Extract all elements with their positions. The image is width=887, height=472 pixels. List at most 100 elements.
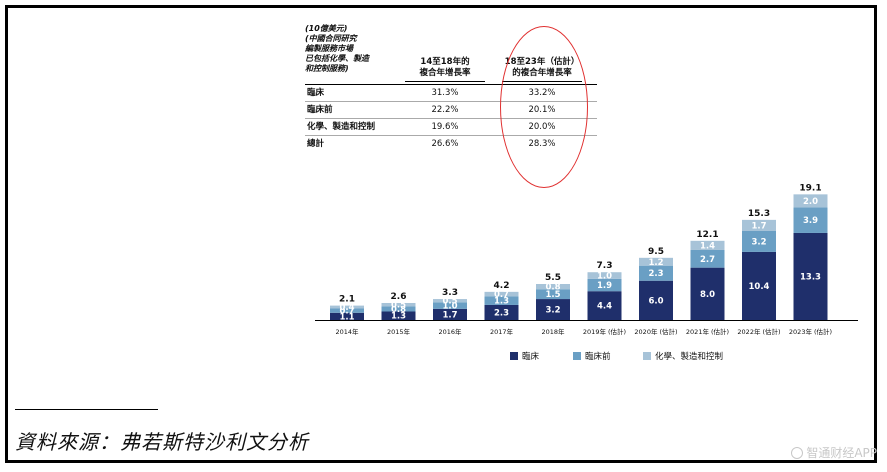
segment-label: 1.4 xyxy=(700,241,715,251)
segment-label: 1.0 xyxy=(442,302,457,312)
bar-segment xyxy=(587,291,622,320)
watermark-text: 智通财经APP xyxy=(806,446,877,460)
bar-segment xyxy=(639,265,673,281)
segment-label: 1.0 xyxy=(597,271,612,281)
bar-segment xyxy=(381,306,416,312)
total-label: 15.3 xyxy=(748,209,770,219)
segment-label: 3.9 xyxy=(803,216,818,226)
bar-segment xyxy=(433,302,467,309)
stacked-bar-chart: 1.10.70.42.12014年1.30.80.52.62015年1.71.0… xyxy=(315,183,858,336)
row-label: 臨床 xyxy=(307,88,325,98)
bar-segment xyxy=(484,291,519,297)
bar-segment xyxy=(793,207,828,233)
total-label: 19.1 xyxy=(799,183,821,193)
total-label: 4.2 xyxy=(494,281,510,291)
legend-label: 化學、製造和控制 xyxy=(655,352,724,362)
bar-segment xyxy=(330,312,364,320)
x-tick-label: 2019年 (估計) xyxy=(583,327,626,336)
bar-segment xyxy=(587,278,622,292)
bar-segment xyxy=(742,219,776,231)
bar-segment xyxy=(793,232,828,320)
segment-label: 1.2 xyxy=(648,258,663,268)
legend-swatch xyxy=(573,352,581,360)
bar-segment xyxy=(536,289,570,300)
total-label: 7.3 xyxy=(597,261,613,271)
segment-label: 3.2 xyxy=(545,306,560,316)
segment-label: 1.1 xyxy=(339,312,354,322)
legend-label: 臨床前 xyxy=(585,352,611,362)
bar-segment xyxy=(690,249,725,268)
total-label: 12.1 xyxy=(696,230,718,240)
segment-label: 6.0 xyxy=(648,296,663,306)
total-label: 3.3 xyxy=(442,288,458,298)
row-cagr-1: 19.6% xyxy=(431,122,459,132)
x-tick-label: 2023年 (估計) xyxy=(789,327,832,336)
total-label: 9.5 xyxy=(648,247,664,257)
bar-segment xyxy=(690,240,725,250)
segment-label: 0.4 xyxy=(339,303,354,313)
segment-label: 2.0 xyxy=(803,197,818,207)
legend-item-preclinical: 臨床前 xyxy=(573,350,611,362)
total-label: 5.5 xyxy=(545,273,561,283)
segment-label: 2.3 xyxy=(494,308,509,318)
total-label: 2.6 xyxy=(391,292,407,302)
bar-segment xyxy=(330,308,364,313)
segment-label: 8.0 xyxy=(700,290,715,300)
x-tick-label: 2021年 (估計) xyxy=(686,327,729,336)
row-label: 臨床前 xyxy=(307,105,333,115)
source-rule xyxy=(15,409,158,410)
row-cagr-1: 22.2% xyxy=(431,105,459,115)
segment-label: 2.7 xyxy=(700,255,715,265)
x-tick-label: 2017年 xyxy=(490,327,514,336)
segment-label: 0.5 xyxy=(442,297,457,307)
highlight-circle xyxy=(500,26,588,188)
segment-label: 1.5 xyxy=(545,290,560,300)
segment-label: 1.9 xyxy=(597,281,612,291)
bar-segment xyxy=(381,302,416,307)
x-tick-label: 2020年 (估計) xyxy=(634,327,677,336)
bar-segment xyxy=(433,308,467,320)
legend-swatch xyxy=(510,352,518,360)
table-top-rule xyxy=(305,84,597,85)
bar-segment xyxy=(484,304,519,320)
bar-segment xyxy=(484,296,519,305)
bar-segment xyxy=(639,257,673,266)
bar-segment xyxy=(793,194,828,208)
header-underline-1 xyxy=(405,81,485,82)
segment-label: 1.3 xyxy=(494,297,509,307)
bar-segment xyxy=(742,230,776,252)
segment-label: 3.2 xyxy=(751,237,766,247)
bar-segment xyxy=(587,272,622,279)
table-caption: (10億美元) (中國合同研究 編製服務市場 已包括化學、製造 和控制服務) xyxy=(305,24,369,73)
segment-label: 1.7 xyxy=(751,221,766,231)
bar-segment xyxy=(433,299,467,303)
segment-label: 0.5 xyxy=(391,301,406,311)
total-label: 2.1 xyxy=(339,295,355,305)
watermark-logo-icon xyxy=(791,446,804,459)
bar-segment xyxy=(742,251,776,320)
x-tick-label: 2015年 xyxy=(387,327,411,336)
legend-label: 臨床 xyxy=(522,352,540,362)
segment-label: 13.3 xyxy=(800,272,821,282)
x-tick-label: 2022年 (估計) xyxy=(737,327,780,336)
segment-label: 0.8 xyxy=(545,283,560,293)
bar-segment xyxy=(381,311,416,320)
segment-label: 1.7 xyxy=(442,310,457,320)
row-label: 總計 xyxy=(307,139,325,149)
segment-label: 2.3 xyxy=(648,269,663,279)
bar-segment xyxy=(536,299,570,320)
source-note: 資料來源：弗若斯特沙利文分析 xyxy=(15,430,309,454)
segment-label: 0.8 xyxy=(391,305,406,315)
legend-item-clinical: 臨床 xyxy=(510,350,539,362)
row-cagr-1: 26.6% xyxy=(431,139,459,149)
legend-swatch xyxy=(643,352,651,360)
segment-label: 1.3 xyxy=(391,312,406,322)
bar-segment xyxy=(330,305,364,309)
col-header-2014-2018: 14至18年的 複合年增長率 xyxy=(419,57,471,78)
legend-item-cmc: 化學、製造和控制 xyxy=(643,350,723,362)
row-label: 化學、製造和控制 xyxy=(307,122,376,132)
bar-segment xyxy=(536,284,570,290)
segment-label: 0.7 xyxy=(339,307,354,317)
bar-segment xyxy=(690,267,725,320)
x-tick-label: 2014年 xyxy=(335,327,359,336)
